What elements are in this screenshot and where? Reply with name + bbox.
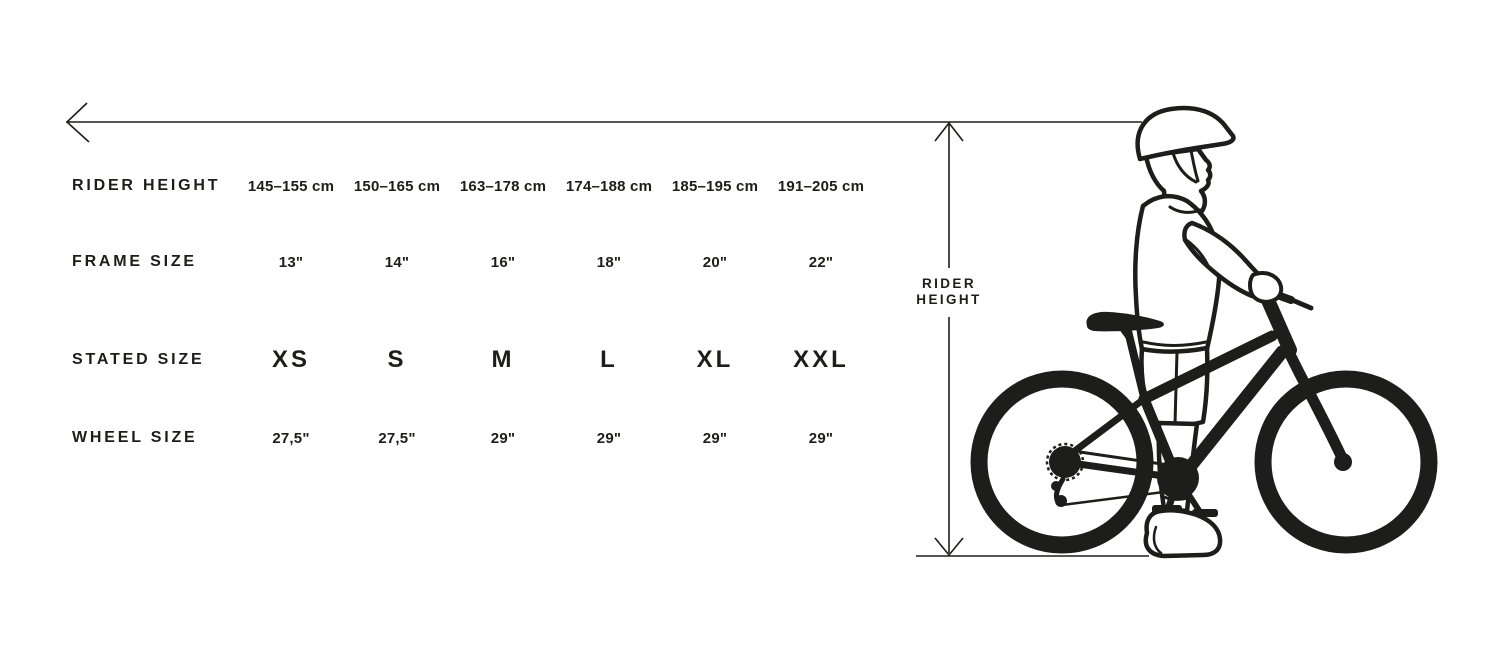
table-row-frame-size: FRAME SIZE 13" 14" 16" 18" 20" 22" bbox=[72, 246, 874, 278]
frame-size-value: 14" bbox=[384, 253, 410, 271]
chainring bbox=[1157, 457, 1199, 499]
mountain-bike-illustration bbox=[970, 284, 1438, 554]
row-label-stated-size: STATED SIZE bbox=[72, 351, 205, 368]
head-tube bbox=[1260, 291, 1297, 357]
front-wheel bbox=[1254, 370, 1438, 554]
helmet-strap bbox=[1171, 151, 1198, 184]
frame-size-value: 13" bbox=[278, 253, 304, 271]
fork bbox=[1280, 340, 1349, 466]
brake-lever bbox=[1282, 294, 1314, 311]
row-label-rider-height: RIDER HEIGHT bbox=[72, 177, 221, 194]
dimension-lines bbox=[65, 102, 1149, 557]
stated-size-value: XS bbox=[271, 346, 310, 373]
derailleur-jockey-wheel bbox=[1051, 481, 1061, 491]
cassette-teeth bbox=[1045, 442, 1085, 482]
chain-bottom bbox=[1060, 490, 1166, 507]
shirt-hem-line bbox=[1141, 340, 1208, 347]
frame-size-value: 16" bbox=[490, 253, 516, 271]
seatpost bbox=[1124, 327, 1149, 405]
sleeve-hem-line bbox=[1183, 237, 1211, 270]
frame-size-value: 20" bbox=[702, 253, 728, 271]
shirt-collar-line bbox=[1168, 205, 1202, 214]
stated-size-value: S bbox=[387, 346, 407, 373]
down-arrowhead-icon bbox=[934, 537, 964, 557]
stated-size-value: M bbox=[491, 346, 515, 373]
rider-height-value: 163–178 cm bbox=[459, 177, 547, 195]
stated-size-value: XXL bbox=[793, 346, 849, 373]
saddle bbox=[1086, 311, 1164, 332]
rider-height-value: 174–188 cm bbox=[565, 177, 653, 195]
helmet-icon bbox=[1135, 105, 1236, 162]
row-label-wheel-size: WHEEL SIZE bbox=[72, 429, 198, 446]
wheel-size-value: 29" bbox=[702, 429, 728, 447]
top-tube bbox=[1138, 330, 1278, 405]
wheel-size-value: 29" bbox=[596, 429, 622, 447]
cassette bbox=[1049, 446, 1081, 478]
derailleur-jockey-wheel bbox=[1055, 495, 1067, 507]
table-row-stated-size: STATED SIZE XS S M L XL XXL bbox=[72, 340, 874, 380]
stated-size-value: L bbox=[600, 346, 618, 373]
dimension-label-line: HEIGHT bbox=[916, 292, 982, 307]
helmet-strap bbox=[1189, 148, 1200, 183]
row-label-frame-size: FRAME SIZE bbox=[72, 253, 197, 270]
rider-height-value: 185–195 cm bbox=[671, 177, 759, 195]
rider-shoe bbox=[1143, 507, 1223, 559]
up-arrowhead-icon bbox=[934, 121, 964, 142]
rider-height-value: 145–155 cm bbox=[247, 177, 335, 195]
left-arrowhead-icon bbox=[65, 102, 90, 143]
wheel-size-value: 29" bbox=[808, 429, 834, 447]
rider-foreground-parts bbox=[1143, 220, 1284, 559]
frame-size-value: 22" bbox=[808, 253, 834, 271]
shoe-heel-line bbox=[1152, 525, 1163, 555]
chain-top bbox=[1078, 450, 1164, 466]
sock-line bbox=[1162, 495, 1189, 501]
dimension-label-line: RIDER bbox=[921, 276, 976, 291]
wheel-size-value: 27,5" bbox=[378, 429, 416, 447]
frame-size-value: 18" bbox=[596, 253, 622, 271]
rider-hand bbox=[1248, 270, 1284, 304]
stated-size-value: XL bbox=[696, 346, 734, 373]
down-tube bbox=[1175, 345, 1289, 484]
wheel-size-value: 27,5" bbox=[272, 429, 310, 447]
rider-height-dimension-label: RIDER HEIGHT bbox=[874, 276, 1024, 308]
saddle-clamp bbox=[1119, 327, 1133, 342]
rider-height-value: 150–165 cm bbox=[353, 177, 441, 195]
table-row-rider-height: RIDER HEIGHT 145–155 cm 150–165 cm 163–1… bbox=[72, 170, 874, 202]
table-row-wheel-size: WHEEL SIZE 27,5" 27,5" 29" 29" 29" 29" bbox=[72, 422, 874, 454]
wheel-size-value: 29" bbox=[490, 429, 516, 447]
rider-height-value: 191–205 cm bbox=[777, 177, 865, 195]
